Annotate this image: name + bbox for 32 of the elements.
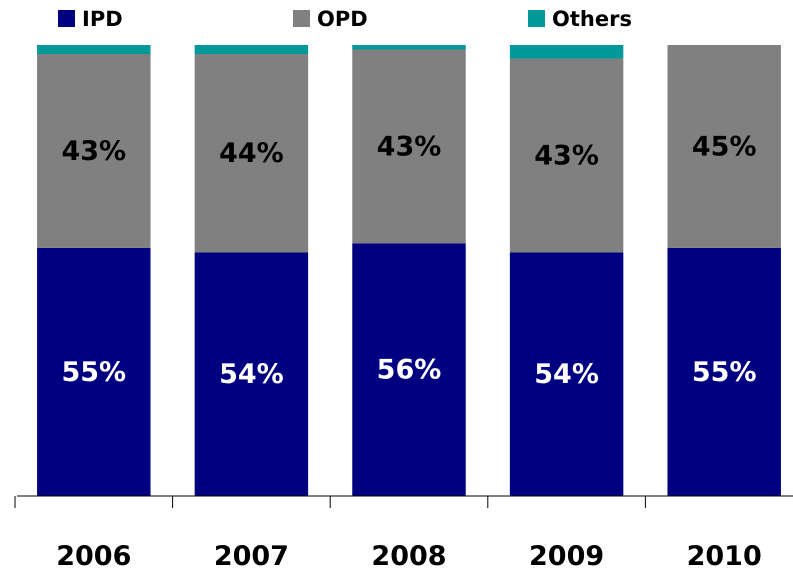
bar bbox=[667, 45, 781, 248]
x-tick-label: 2007 bbox=[214, 541, 289, 571]
data-label: 54% bbox=[534, 359, 599, 390]
data-label: 55% bbox=[692, 356, 757, 388]
bar bbox=[194, 252, 308, 496]
bar bbox=[352, 243, 466, 496]
bar bbox=[37, 248, 151, 496]
bar bbox=[352, 45, 466, 50]
bar bbox=[37, 45, 151, 54]
data-label: 56% bbox=[376, 354, 442, 386]
bar bbox=[510, 58, 624, 252]
data-label: 44% bbox=[219, 138, 284, 170]
bar bbox=[510, 45, 624, 59]
data-label: 55% bbox=[61, 356, 126, 388]
bar bbox=[667, 248, 781, 496]
data-label: 54% bbox=[219, 359, 284, 390]
legend-label: IPD bbox=[82, 7, 123, 31]
data-label: 45% bbox=[692, 131, 757, 162]
bar bbox=[194, 54, 308, 252]
x-tick-label: 2008 bbox=[371, 541, 447, 571]
bar bbox=[352, 50, 466, 244]
legend-label: OPD bbox=[317, 7, 368, 31]
data-label: 43% bbox=[534, 140, 599, 172]
bar bbox=[194, 45, 308, 54]
data-label: 43% bbox=[61, 136, 126, 167]
x-tick-label: 2010 bbox=[686, 541, 762, 571]
x-tick-label: 2006 bbox=[56, 541, 132, 571]
data-label: 43% bbox=[376, 131, 442, 162]
bar bbox=[37, 54, 151, 248]
bar bbox=[510, 252, 624, 496]
legend-label: Others bbox=[552, 7, 632, 31]
x-tick-label: 2009 bbox=[529, 541, 604, 571]
